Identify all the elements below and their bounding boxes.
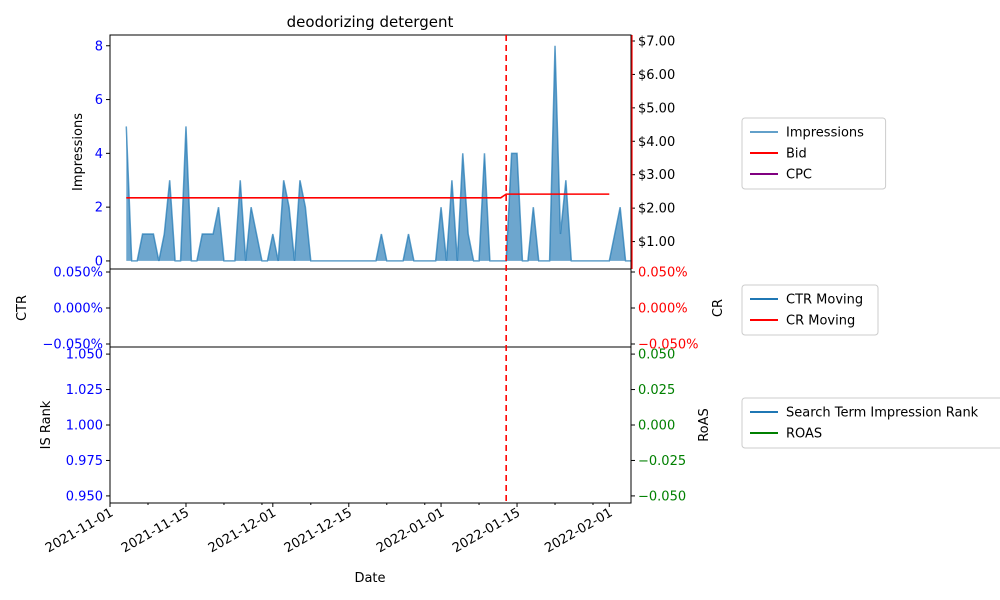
legends: Impressions Bid CPC CTR Moving CR Moving Sear… (741, 117, 1000, 449)
roas-right-tick-label: −0.025 (638, 454, 686, 469)
legend-rank-box (741, 397, 1000, 449)
ctr-left-tick-label: 0.000% (53, 302, 103, 317)
roas-right-tick-label: −0.050 (638, 489, 686, 504)
bid-right-tick-label: $4.00 (638, 135, 675, 150)
rank-left-tick-label: 1.050 (66, 348, 103, 363)
impressions-left-tick-label: 8 (95, 39, 103, 54)
date-tick-label: 2022-01-15 (450, 505, 523, 556)
bid-right-tick-label: $1.00 (638, 235, 675, 250)
ctr-cr-panel: −0.050% 0.000% 0.050% −0.050% 0.000% 0.050% CT… (15, 266, 726, 353)
date-axis-label: Date (354, 571, 385, 586)
date-tick-label: 2022-02-01 (542, 505, 615, 556)
bid-right-tick-label: $6.00 (638, 68, 675, 83)
cr-right-tick-label: 0.000% (638, 302, 688, 317)
date-tick-label: 2021-11-01 (43, 505, 116, 556)
date-tick-label: 2021-12-15 (282, 505, 355, 556)
ctr-axis-label: CTR (15, 295, 30, 321)
impressions-line (125, 45, 631, 262)
bid-right-tick-label: $3.00 (638, 168, 675, 183)
date-axis: 2021-11-01 2021-11-15 2021-12-01 2021-12-15… (43, 503, 615, 586)
ctr-left-tick-label: −0.050% (43, 338, 103, 353)
ctr-panel-frame (109, 268, 632, 348)
rank-panel-frame (109, 346, 632, 504)
ctr-left-tick-label: 0.050% (53, 266, 103, 281)
cr-right-tick-label: −0.050% (638, 338, 698, 353)
rank-left-tick-label: 1.000 (66, 419, 103, 434)
rank-roas-panel: 0.950 0.975 1.000 1.025 1.050 −0.050 −0.025 0.0… (39, 346, 712, 504)
roas-axis-label: RoAS (697, 408, 712, 442)
impressions-left-tick-label: 2 (95, 201, 103, 216)
roas-right-tick-label: 0.000 (638, 419, 675, 434)
legend-ctr-label: CR Moving (786, 314, 855, 329)
bid-right-tick-label: $5.00 (638, 101, 675, 116)
bid-line (126, 193, 610, 199)
legend-impressions-label: Impressions (786, 126, 864, 141)
legend-rank-label: Search Term Impression Rank (786, 406, 979, 421)
roas-right-tick-label: 0.025 (638, 383, 675, 398)
impressions-panel: 0 2 4 6 8 $1.00 $2.00 $3.00 $4.00 $5.00 $6.00 $7.00… (71, 34, 675, 270)
chart-title: deodorizing detergent (287, 13, 454, 31)
date-tick-label: 2021-11-15 (119, 505, 192, 556)
date-tick-label: 2022-01-01 (374, 505, 447, 556)
legend-rank-label: ROAS (786, 427, 822, 442)
bid-right-tick-label: $2.00 (638, 202, 675, 217)
legend-impressions-label: Bid (786, 147, 807, 162)
impressions-left-tick-label: 4 (95, 147, 103, 162)
rank-left-tick-label: 0.975 (66, 454, 103, 469)
impressions-left-tick-label: 0 (95, 254, 103, 269)
impressions-left-tick-label: 6 (95, 93, 103, 108)
rank-left-tick-label: 0.950 (66, 489, 103, 504)
cr-right-tick-label: 0.050% (638, 266, 688, 281)
legend-ctr-label: CTR Moving (786, 293, 863, 308)
rank-axis-label: IS Rank (39, 400, 54, 449)
date-tick-label: 2021-12-01 (206, 505, 279, 556)
legend-ctr-box (741, 284, 879, 336)
impressions-axis-label: Impressions (71, 113, 86, 191)
legend-impressions-label: CPC (786, 168, 812, 183)
cr-axis-label: CR (711, 299, 726, 317)
rank-left-tick-label: 1.025 (66, 383, 103, 398)
legend-impressions-box (741, 117, 887, 190)
roas-right-tick-label: 0.050 (638, 348, 675, 363)
bid-right-tick-label: $7.00 (638, 35, 675, 50)
